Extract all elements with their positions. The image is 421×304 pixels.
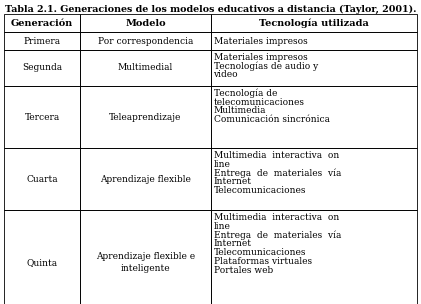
Text: Multimedia  interactiva  on: Multimedia interactiva on: [213, 213, 339, 222]
Text: Portales web: Portales web: [213, 265, 273, 275]
Text: Internet: Internet: [213, 177, 251, 186]
Text: Aprendizaje flexible e
inteligente: Aprendizaje flexible e inteligente: [96, 252, 195, 273]
Text: Modelo: Modelo: [125, 19, 166, 27]
Text: Entrega  de  materiales  vía: Entrega de materiales vía: [213, 168, 341, 178]
Text: Materiales impresos: Materiales impresos: [213, 53, 307, 62]
Text: Comunicación sincrónica: Comunicación sincrónica: [213, 115, 330, 124]
Text: Tercera: Tercera: [24, 112, 60, 122]
Text: Quinta: Quinta: [27, 258, 58, 267]
Text: Tabla 2.1. Generaciones de los modelos educativos a distancia (Taylor, 2001).: Tabla 2.1. Generaciones de los modelos e…: [5, 5, 416, 14]
Bar: [210, 86, 417, 148]
Text: Entrega  de  materiales  vía: Entrega de materiales vía: [213, 230, 341, 240]
Bar: [210, 32, 417, 50]
Bar: [4, 50, 80, 86]
Text: Primera: Primera: [24, 36, 61, 46]
Text: line: line: [213, 222, 230, 231]
Text: Teleaprendizaje: Teleaprendizaje: [109, 112, 181, 122]
Text: Segunda: Segunda: [22, 64, 62, 72]
Text: telecomunicaciones: telecomunicaciones: [213, 98, 304, 107]
Text: video: video: [213, 71, 238, 79]
Bar: [80, 210, 210, 304]
Bar: [4, 32, 80, 50]
Text: Tecnologías de audio y: Tecnologías de audio y: [213, 61, 318, 71]
Text: Plataformas virtuales: Plataformas virtuales: [213, 257, 312, 266]
Bar: [80, 14, 210, 32]
Bar: [210, 14, 417, 32]
Text: Tecnología utilizada: Tecnología utilizada: [259, 18, 369, 28]
Bar: [80, 86, 210, 148]
Text: Aprendizaje flexible: Aprendizaje flexible: [100, 174, 191, 184]
Bar: [4, 148, 80, 210]
Text: Multimedia: Multimedia: [213, 106, 266, 116]
Bar: [4, 86, 80, 148]
Text: Por correspondencia: Por correspondencia: [98, 36, 193, 46]
Text: Materiales impresos: Materiales impresos: [213, 36, 307, 46]
Bar: [80, 50, 210, 86]
Text: Internet: Internet: [213, 239, 251, 248]
Text: line: line: [213, 160, 230, 169]
Bar: [210, 50, 417, 86]
Bar: [80, 32, 210, 50]
Text: Multimedial: Multimedial: [118, 64, 173, 72]
Text: Generación: Generación: [11, 19, 73, 27]
Bar: [4, 14, 80, 32]
Text: Cuarta: Cuarta: [27, 174, 58, 184]
Text: Tecnología de: Tecnología de: [213, 89, 277, 98]
Text: Multimedia  interactiva  on: Multimedia interactiva on: [213, 151, 339, 160]
Bar: [80, 148, 210, 210]
Text: Telecomunicaciones: Telecomunicaciones: [213, 186, 306, 195]
Text: Telecomunicaciones: Telecomunicaciones: [213, 248, 306, 257]
Bar: [210, 148, 417, 210]
Bar: [210, 210, 417, 304]
Bar: [4, 210, 80, 304]
